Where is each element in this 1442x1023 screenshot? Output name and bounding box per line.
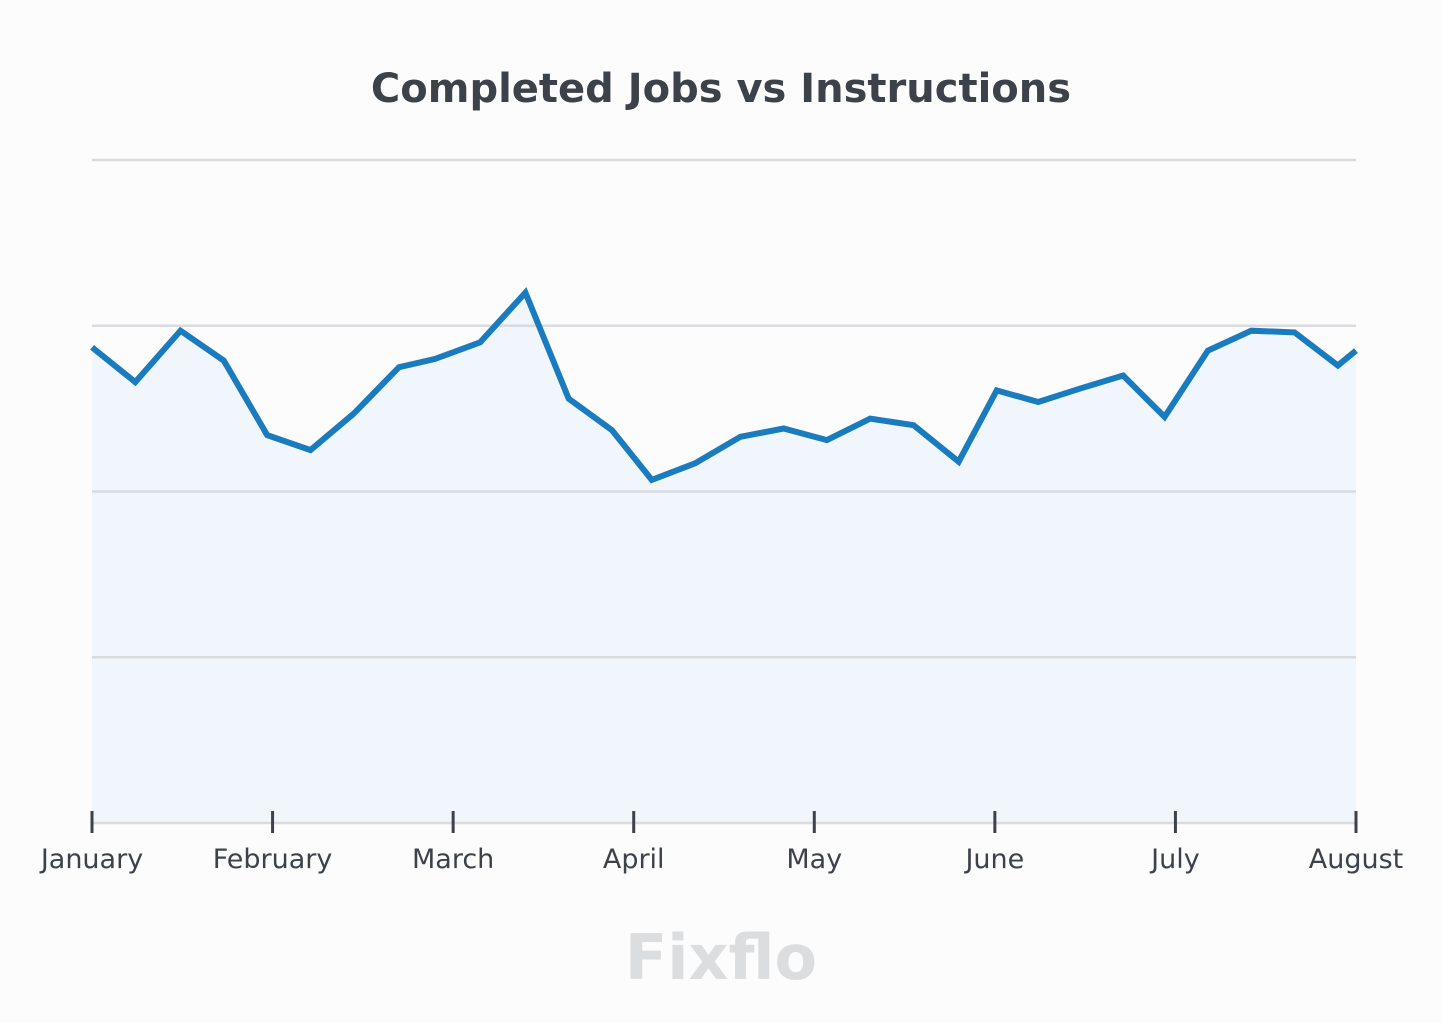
x-tick-label: February (213, 844, 333, 875)
x-tick-label: April (603, 844, 665, 875)
series-area-fill (92, 292, 1356, 824)
x-tick-label: January (39, 844, 143, 875)
gridlines (92, 158, 1356, 825)
x-tick-label: May (786, 844, 842, 875)
area-layer (92, 292, 1356, 824)
series-layer (90, 287, 1358, 484)
fixflo-watermark: Fixflo (625, 921, 817, 994)
chart-title: Completed Jobs vs Instructions (371, 66, 1071, 112)
x-axis: January February March April May June July Augu… (39, 811, 1403, 875)
series-line (90, 287, 1358, 484)
x-tick-label: March (412, 844, 494, 875)
x-tick-label: July (1149, 844, 1200, 875)
x-tick-label: June (963, 844, 1024, 875)
x-tick-label: August (1309, 844, 1404, 875)
